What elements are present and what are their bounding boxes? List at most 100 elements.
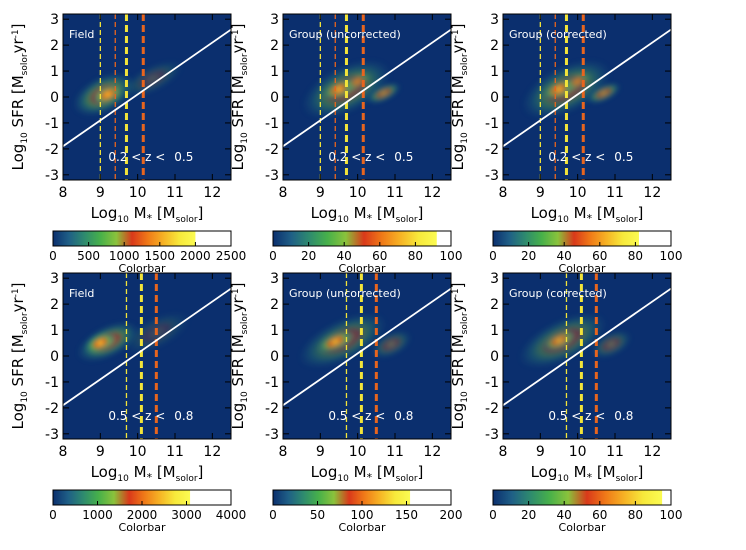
fit-line [283,287,451,407]
x-tick-label: 8 [499,444,508,460]
y-tick-label: -1 [485,116,499,132]
density-blob-3 [121,60,184,98]
x-axis-label-part: 10 [557,215,569,225]
redshift-prefix: 0.5 < z < [108,409,165,423]
x-tick-label: 9 [536,185,545,201]
colorbar-tick-label: 80 [408,249,423,263]
x-tick-label: 10 [569,444,587,460]
x-tick-label: 11 [606,444,624,460]
redshift-value: 0.8 [174,409,193,423]
x-axis-label-part: * [147,471,153,484]
density-blob-3 [586,82,621,104]
x-axis-label: Log10 M* [Msolor] [531,204,644,225]
colorbar: 0 20 40 60 80 100 Colorbar [489,489,682,534]
y-tick-label: 0 [50,90,59,106]
fit-line [503,28,671,148]
x-axis-label-part: Log [91,463,118,481]
x-axis-label: Log10 M* [Msolor] [91,204,204,225]
redshift-range: 0.5 < z < 0.8 [328,409,413,423]
y-tick-label: -2 [265,401,279,417]
x-tick-label: 9 [96,444,105,460]
redshift-prefix: 0.2 < z < [548,150,605,164]
panel-label: Group (corrected) [509,287,607,300]
y-axis-label-part: SFR [M [229,75,247,132]
y-axis-label-part: Log [229,403,247,430]
y-tick-label: 3 [490,12,499,28]
colorbar-tick-label: 0 [489,249,497,263]
y-axis-label-part: yr [9,38,27,54]
x-tick-label: 12 [203,444,221,460]
y-tick-label: 2 [490,38,499,54]
y-axis-label-part: ] [229,283,247,289]
x-axis-label-part: M [569,204,587,222]
x-tick-label: 10 [349,444,367,460]
y-tick-label: -1 [265,116,279,132]
panel-label: Field [69,28,94,41]
colorbar-label: Colorbar [559,521,606,534]
y-tick-label: 0 [490,90,499,106]
colorbar-label: Colorbar [119,262,166,275]
colorbar-tick-label: 0 [269,508,277,522]
colorbar-tick-label: 2000 [180,249,211,263]
y-tick-label: 2 [270,297,279,313]
y-tick-label: -3 [45,168,59,184]
plot-area [63,14,231,180]
colorbar-tick-label: 3000 [171,508,202,522]
x-axis-label: Log10 M* [Msolor] [91,463,204,484]
colorbar-tick-label: 100 [351,508,374,522]
redshift-range: 0.5 < z < 0.8 [548,409,633,423]
y-tick-label: -3 [485,168,499,184]
y-axis-label-part: ] [449,283,467,289]
x-tick-label: 11 [386,444,404,460]
y-axis-label-part: solor [240,53,250,75]
x-tick-label: 10 [349,185,367,201]
y-axis-label-part: solor [20,53,30,75]
colorbar-tick-label: 60 [372,249,387,263]
y-tick-label: -2 [265,142,279,158]
y-axis-label-part: 10 [460,391,470,403]
y-axis-label-part: SFR [M [9,75,27,132]
y-axis-label: Log10 SFR [Msoloryr-1] [229,24,250,171]
colorbar-tick-label: 20 [521,249,536,263]
x-tick-label: 10 [129,444,147,460]
colorbar-label: Colorbar [339,521,386,534]
colorbar-tick-label: 40 [337,249,352,263]
y-tick-label: 2 [270,38,279,54]
y-axis-label-part: ] [9,283,27,289]
y-tick-label: 1 [490,64,499,80]
colorbar-tick-label: 150 [395,508,418,522]
y-axis-label-part: yr [449,38,467,54]
x-axis-label-part: [M [152,204,176,222]
colorbar-tick-label: 0 [49,249,57,263]
x-tick-label: 11 [166,444,184,460]
density-blob-2 [84,332,116,355]
y-tick-label: 3 [50,12,59,28]
colorbar-tick-label: 0 [49,508,57,522]
density-blob-2 [541,328,577,352]
redshift-prefix: 0.5 < z < [548,409,605,423]
y-axis-label-part: -1 [231,288,241,297]
x-tick-label: 8 [279,185,288,201]
y-axis-label-part: yr [9,297,27,313]
x-axis-label-part: Log [531,463,558,481]
x-axis-label-part: * [367,471,373,484]
colorbar-tick-label: 2000 [127,508,158,522]
y-tick-label: -3 [485,427,499,443]
y-axis-label-part: ] [9,24,27,30]
y-tick-label: 0 [270,90,279,106]
x-tick-label: 10 [129,185,147,201]
colorbar-label: Colorbar [559,262,606,275]
x-axis-label-part: solor [176,215,198,225]
y-axis-label: Log10 SFR [Msoloryr-1] [449,24,470,171]
colorbar-tick-label: 40 [557,508,572,522]
x-axis-label-part: 10 [337,474,349,484]
x-axis-label-part: Log [311,204,338,222]
fit-line [63,287,231,407]
x-axis-label-part: solor [396,474,418,484]
colorbar-tick-label: 40 [557,249,572,263]
y-axis-label-part: -1 [11,29,21,38]
